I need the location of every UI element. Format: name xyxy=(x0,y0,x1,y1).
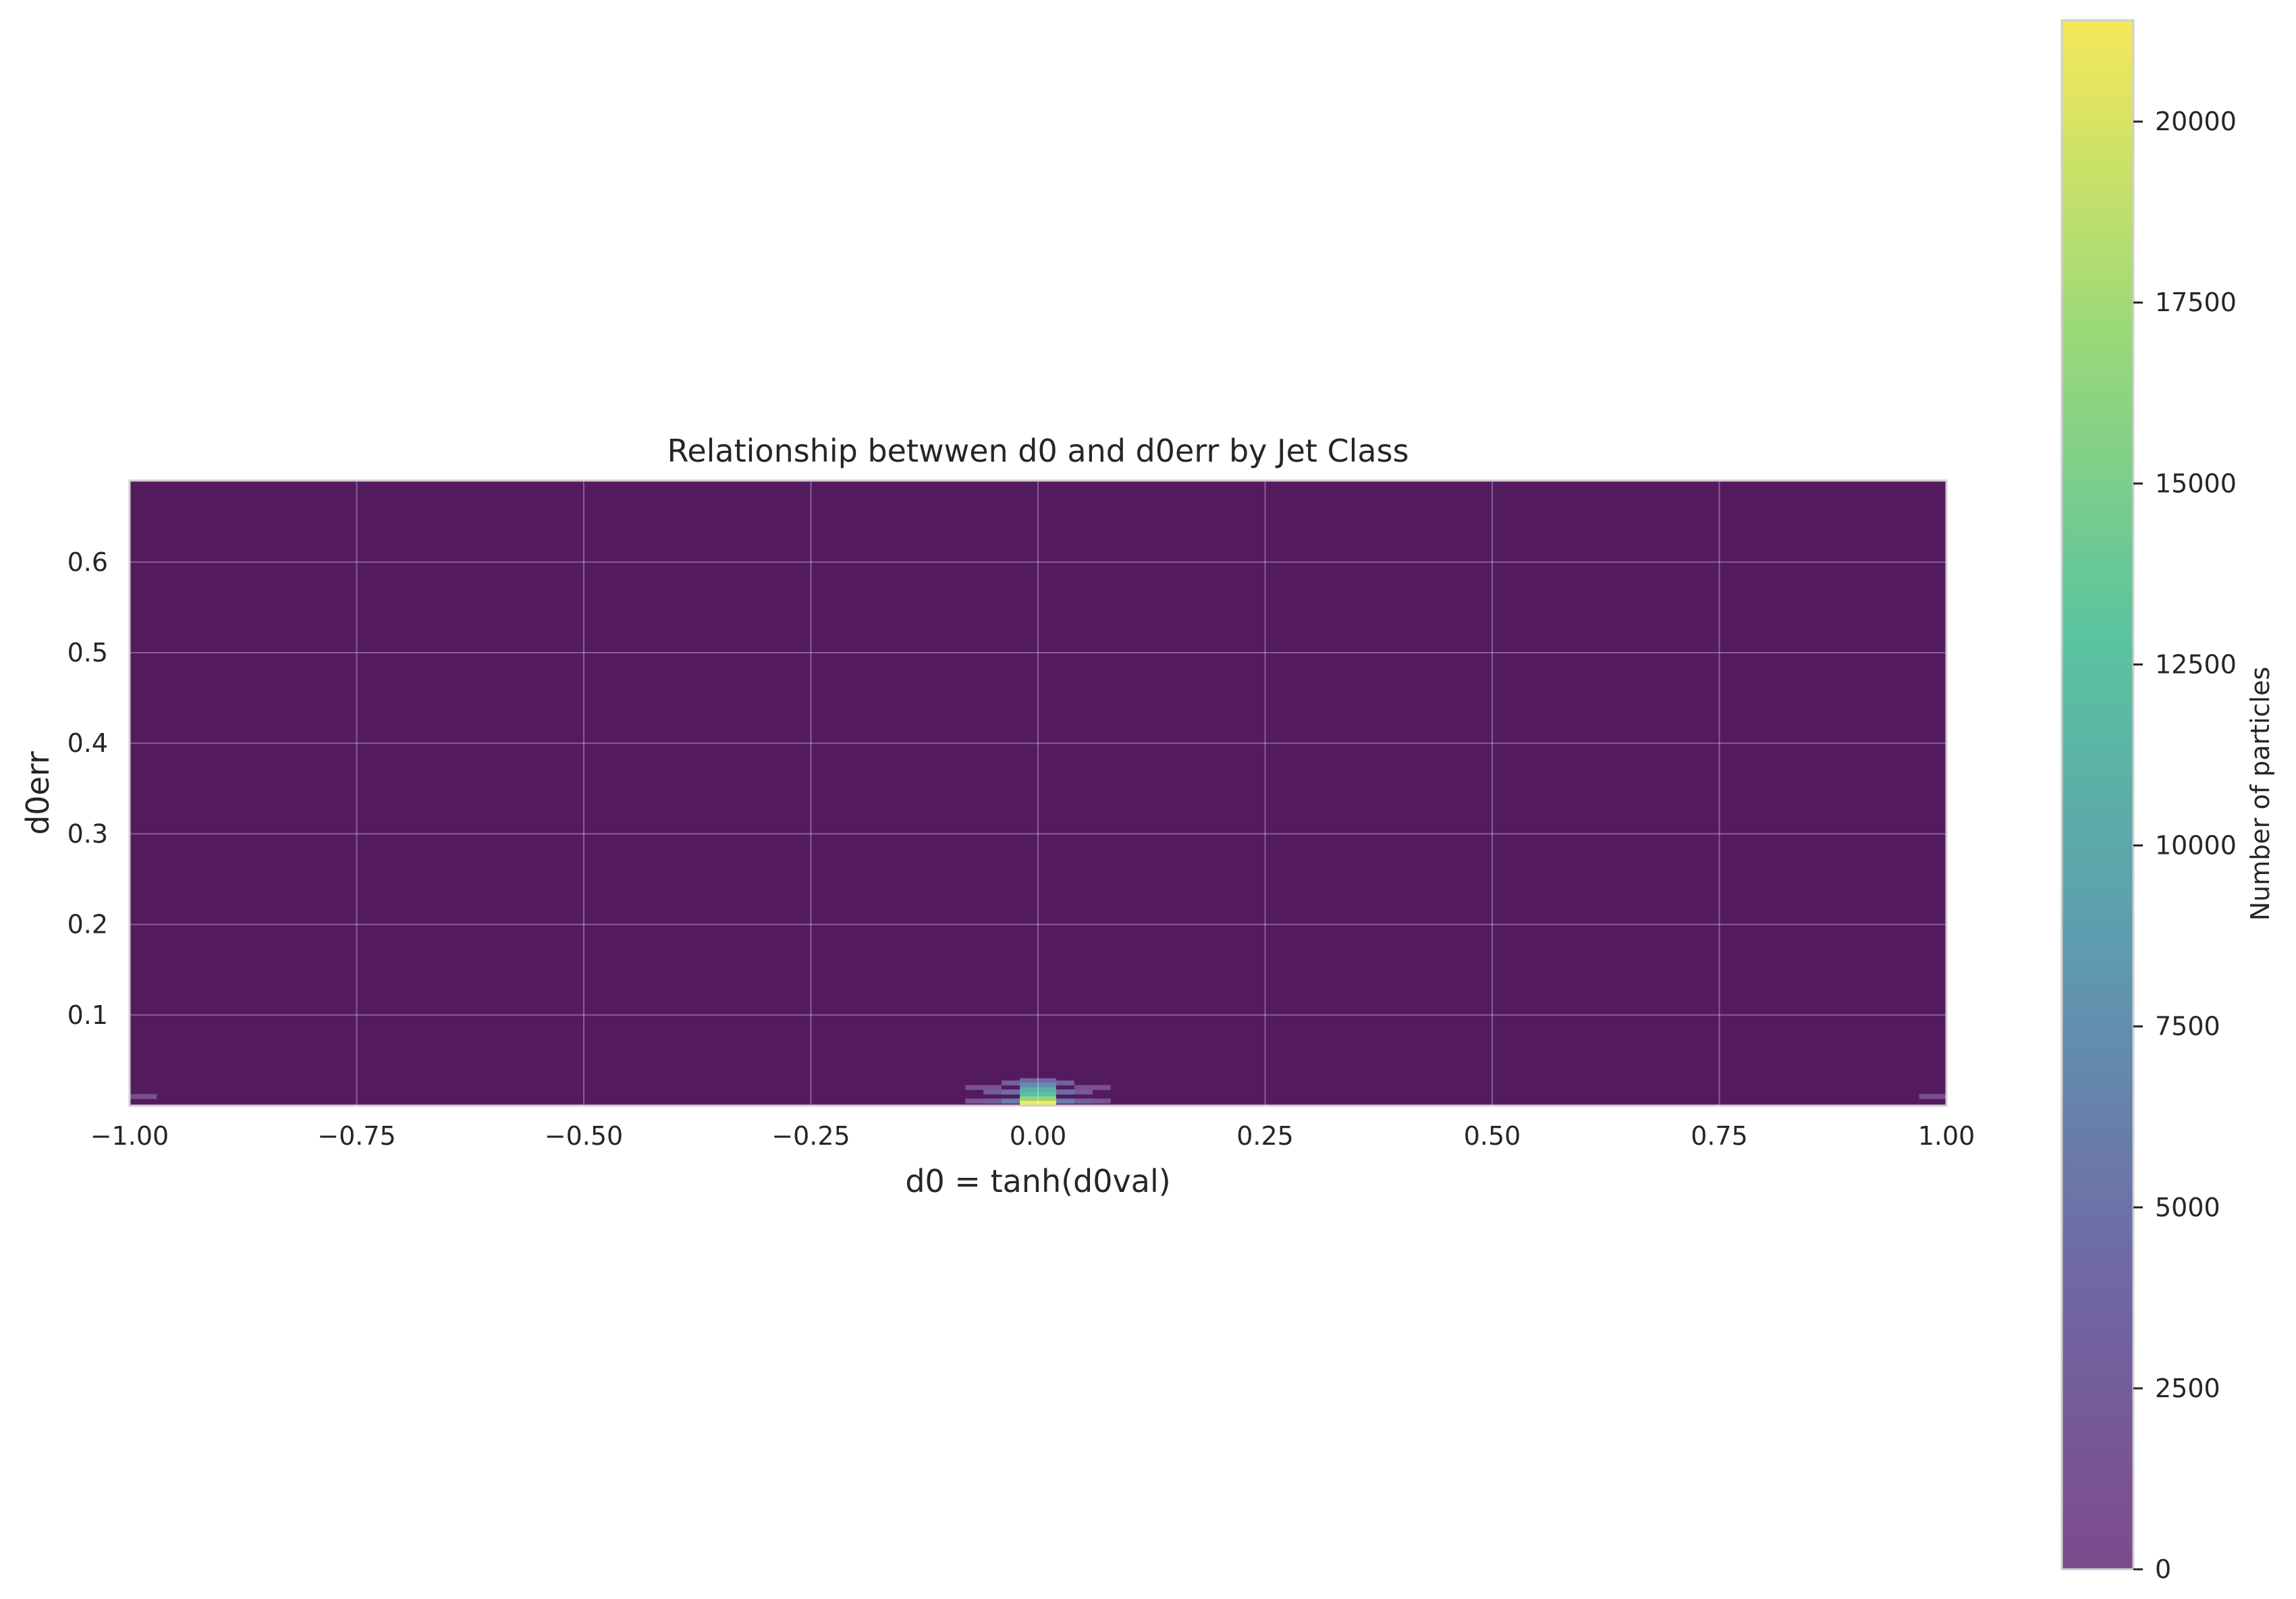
heatmap-cell xyxy=(1074,1085,1111,1090)
heatmap-cell xyxy=(1056,1089,1093,1095)
colorbar-tick-label: 5000 xyxy=(2155,1193,2220,1222)
heatmap-cell xyxy=(1056,1098,1093,1104)
x-tick-label: 0.00 xyxy=(1010,1121,1067,1151)
heatmap-cell xyxy=(965,1085,1002,1090)
heatmap-cell xyxy=(1020,1078,1056,1083)
x-tick-label: 0.25 xyxy=(1236,1121,1294,1151)
x-axis-ticks: −1.00 −0.75 −0.50 −0.25 0.00 0.25 0.50 0.75 1.00 xyxy=(90,1121,1975,1151)
y-axis-ticks: 0.1 0.2 0.3 0.4 0.5 0.6 xyxy=(67,547,108,1030)
colorbar-tick-label: 10000 xyxy=(2155,831,2237,861)
colorbar-label: Number of particles xyxy=(2245,667,2275,921)
heatmap-cell xyxy=(1020,1083,1056,1088)
heatmap-cell xyxy=(983,1089,1020,1095)
y-tick-label: 0.2 xyxy=(67,910,108,940)
heatmap-cell xyxy=(1020,1100,1056,1106)
y-tick-label: 0.5 xyxy=(67,638,108,668)
chart-title: Relationship betwwen d0 and d0err by Jet… xyxy=(667,433,1409,469)
heatmap-cell xyxy=(1919,1093,1946,1100)
colorbar-tick-label: 12500 xyxy=(2155,649,2237,679)
colorbar-tick-label: 20000 xyxy=(2155,107,2237,136)
y-tick-label: 0.1 xyxy=(67,1000,108,1030)
x-tick-label: −0.25 xyxy=(771,1121,850,1151)
y-tick-label: 0.4 xyxy=(67,728,108,758)
heatmap-cell xyxy=(130,1093,157,1100)
plot-frame xyxy=(128,479,1948,1107)
colorbar xyxy=(2060,19,2135,1571)
x-tick-label: −0.75 xyxy=(317,1121,395,1151)
x-axis-label: d0 = tanh(d0val) xyxy=(905,1163,1170,1199)
y-tick-label: 0.3 xyxy=(67,819,108,848)
heatmap-cell xyxy=(983,1098,1020,1104)
x-tick-label: 1.00 xyxy=(1918,1121,1975,1151)
x-tick-label: 0.50 xyxy=(1464,1121,1521,1151)
colorbar-tick-label: 15000 xyxy=(2155,468,2237,498)
colorbar-tick-label: 2500 xyxy=(2155,1374,2220,1403)
colorbar-tick-label: 0 xyxy=(2155,1554,2171,1584)
x-tick-label: −0.50 xyxy=(545,1121,623,1151)
x-tick-label: 0.75 xyxy=(1691,1121,1748,1151)
heatmap-cell xyxy=(1020,1096,1056,1102)
heatmap-cell xyxy=(1020,1091,1056,1097)
x-tick-label: −1.00 xyxy=(90,1121,169,1151)
colorbar-tick-label: 17500 xyxy=(2155,288,2237,317)
y-tick-label: 0.6 xyxy=(67,547,108,577)
y-axis-label: d0err xyxy=(20,751,56,835)
colorbar-tick-label: 7500 xyxy=(2155,1012,2220,1041)
colorbar-ticks: 0 2500 5000 7500 10000 12500 15000 17500 20000 xyxy=(2133,107,2237,1584)
plot-area xyxy=(130,481,1946,1106)
heatmap-cells xyxy=(130,1078,1946,1106)
heatmap-cell xyxy=(1020,1087,1056,1093)
